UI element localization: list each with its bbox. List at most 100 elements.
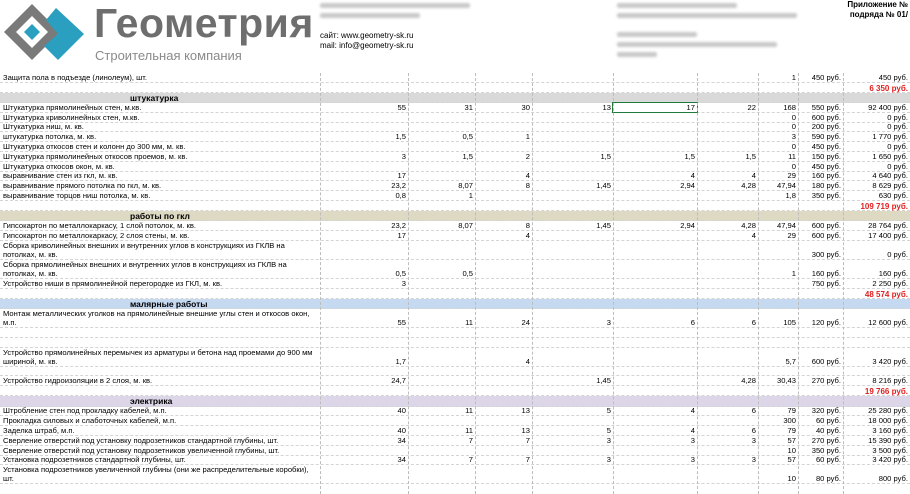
row-label: Сборка криволинейных внешних и внутренни… [3,241,285,259]
cell-value: 7 [468,455,473,465]
cell-value: 300 руб. [811,250,841,259]
cell-value: 1 650 руб. [872,151,908,161]
cell-value: 6 [690,318,695,328]
cell-value: 3 [401,151,406,161]
cell-value: 17 [612,102,698,113]
cell-value: 10 [787,474,796,484]
cell-value: 1,45 [596,221,611,231]
column-line [798,73,799,494]
cell-value: 0 руб. [887,142,908,152]
table-row: Штукатурка прямолинейных откосов проемов… [0,152,910,162]
cell-value: 11 [788,151,796,161]
cell-value: 1,8 [785,191,796,201]
cell-value: 2 [525,151,530,161]
table-row: Сверление отверстий под установку подроз… [0,436,910,446]
logo [4,4,84,60]
cell-value: 550 руб. [811,102,841,112]
table-row: Заделка штраб, м.п. 40 11 13 5 4 6 79 40 руб. 3 1… [0,426,910,436]
row-label: Гипсокартон по металлокаркасу, 1 слой по… [3,221,196,231]
table-row: Штукатурка откосов окон, м. кв. 0 450 руб.… [0,162,910,172]
cell-value: 4 [525,356,530,366]
appendix-line: подряда № 01/ [849,10,908,19]
blurred-text [320,3,470,8]
cell-value: 270 руб. [811,376,841,386]
cell-value: 2,94 [680,221,695,231]
cell-value: 6 [751,425,756,435]
blurred-text [617,3,737,8]
cell-value: 3 [791,132,796,142]
row-label: Штукатурка прямолинейных откосов проемов… [3,151,188,161]
row-label: Штукатурка откосов стен и колонн до 300 … [3,142,186,152]
cell-value: 79 [787,406,796,416]
cell-value: 1 [791,269,796,278]
cell-value: 5 [606,425,611,435]
table-row: Устройство прямолинейных перемычек из ар… [0,348,910,367]
cell-value: 450 руб. [878,73,908,82]
cell-value: 1,7 [395,356,406,366]
section-title: работы по гкл [130,211,190,222]
cell-value: 0 руб. [887,161,908,171]
table-row: Сборка прямолинейных внешних и внутренни… [0,260,910,279]
cell-value: 47,94 [776,221,796,231]
table-row: Штукатурка ниш, м. кв. 0 200 руб. 0 руб. [0,123,910,133]
cell-value: 4 [690,171,695,181]
table-row: выравнивание торцов ниш потолка, м. кв. 0… [0,191,910,202]
row-label: Сверление отверстий под установку подроз… [3,445,280,455]
cell-value: 800 руб. [878,474,908,484]
cell-value: 30,43 [776,376,796,386]
table-row: Штукатурка прямолинейных стен, м.кв. 55 31… [0,102,910,113]
cell-value: 60 руб. [815,455,841,465]
cell-value: 3 500 руб. [872,445,908,455]
site: сайт: www.geometry-sk.ru [320,31,414,40]
cell-value: 3 160 руб. [872,425,908,435]
table-row: Устройство гидроизоляции в 2 слоя, м. кв… [0,376,910,387]
table-row: выравнивание прямого потолка по гкл, м. … [0,181,910,192]
table: Защита пола в подъезде (линолеум), шт. 1 4… [0,73,910,494]
cell-value: 8 629 руб. [872,181,908,191]
cell-value: 1,5 [600,151,611,161]
cell-value: 7 [525,435,530,445]
cell-value: 0,5 [462,269,473,278]
table-row: Прокладка силовых и слаботочных кабелей,… [0,416,910,427]
cell-value: 160 руб. [811,269,841,278]
cell-value: 200 руб. [811,122,841,132]
cell-value: 12 600 руб. [868,318,908,328]
cell-value: 0 руб. [887,122,908,132]
cell-value: 168 [783,102,796,112]
cell-value: 31 [464,102,473,112]
mail: mail: info@geometry-sk.ru [320,41,414,50]
cell-value: 1,5 [745,151,756,161]
cell-value: 2 250 руб. [872,278,908,288]
column-line [843,73,844,494]
cell-value: 590 руб. [811,132,841,142]
cell-value: 1,5 [462,151,473,161]
table-row: штукатурка [0,92,910,104]
cell-value: 5,7 [785,356,796,366]
row-label: Штукатурка откосов окон, м. кв. [3,161,115,171]
cell-value: 18 000 руб. [868,416,908,426]
cell-value: 270 руб. [811,435,841,445]
cell-value: 40 руб. [815,425,841,435]
row-label: Сборка прямолинейных внешних и внутренни… [3,260,287,278]
row-label: Монтаж металлических уголков на прямолин… [3,309,310,328]
blurred-text [617,52,657,57]
table-row [0,338,910,348]
cell-value: 34 [397,435,406,445]
cell-value: 750 руб. [811,278,841,288]
cell-value: 29 [787,171,796,181]
cell-value: 30 [521,102,530,112]
cell-value: 1,5 [684,151,695,161]
section-total: 109 719 руб. [860,202,908,212]
cell-value: 60 руб. [815,416,841,426]
cell-value: 3 [751,455,756,465]
cell-value: 4 [525,171,530,181]
cell-value: 17 [397,230,406,240]
cell-value: 2,94 [680,181,695,191]
table-row: Установка подрозетников стандартной глуб… [0,455,910,466]
table-row: Гипсокартон по металлокаркасу, 1 слой по… [0,221,910,232]
cell-value: 57 [787,455,796,465]
cell-value: 150 руб. [811,151,841,161]
section-title: штукатурка [130,92,179,103]
cell-value: 1,5 [395,132,406,142]
